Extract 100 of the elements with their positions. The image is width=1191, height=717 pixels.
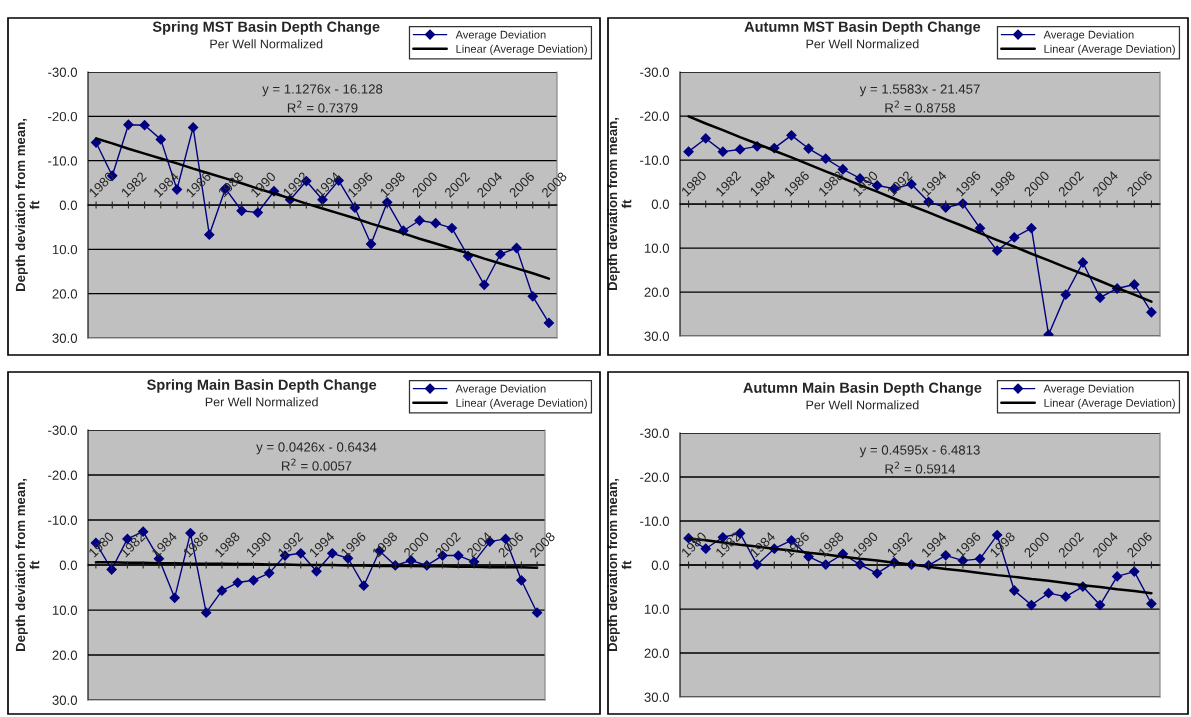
point	[414, 215, 425, 226]
annotation: R$^{2}$ = 0.0057	[282, 458, 352, 471]
annotation: R$^{2}$ = 0.5914	[885, 461, 956, 474]
point	[252, 207, 263, 218]
point	[188, 122, 199, 133]
annotation: y = 0.4595x - 6.4813	[859, 445, 980, 458]
point	[527, 291, 538, 302]
point	[204, 229, 215, 240]
chart-title: Autumn MST Basin Depth Change	[744, 21, 981, 35]
point	[155, 134, 166, 145]
point	[311, 566, 322, 577]
y-axis-title: Depth deviation from mean, ft	[607, 479, 632, 651]
point	[700, 133, 711, 144]
point	[358, 580, 369, 591]
point	[543, 317, 555, 329]
y-tick-label: 10.0	[52, 244, 78, 255]
y-tick-label: 0.0	[59, 200, 78, 210]
y-tick-label: -30.0	[640, 428, 670, 438]
point	[1146, 598, 1157, 609]
legend-label: Linear (Average Deviation)	[456, 398, 587, 410]
y-tick-label: -20.0	[640, 472, 670, 482]
legend-label: Linear (Average Deviation)	[1044, 44, 1175, 56]
point	[1094, 292, 1106, 303]
y-tick-label: 20.0	[52, 650, 78, 660]
point	[479, 279, 490, 290]
point	[1112, 571, 1123, 582]
point	[1129, 566, 1140, 577]
point	[1146, 307, 1157, 318]
y-tick-label: 30.0	[52, 333, 78, 343]
point	[820, 153, 831, 164]
y-tick-label: 10.0	[644, 243, 670, 253]
point	[1060, 591, 1071, 602]
annotation: R$^{2}$ = 0.8758	[885, 100, 956, 113]
y-axis-title: Depth deviation from mean, ft	[15, 119, 40, 291]
y-tick-label: -10.0	[640, 516, 670, 526]
y-tick-label: -10.0	[48, 156, 78, 166]
y-axis-title: Depth deviation from mean, ft	[15, 479, 40, 651]
point	[446, 222, 457, 234]
y-tick-label: -20.0	[48, 111, 78, 122]
point	[820, 559, 831, 570]
y-tick-label: 10.0	[644, 604, 670, 614]
legend-label: Average Deviation	[455, 30, 546, 41]
legend-label: Linear (Average Deviation)	[456, 44, 587, 56]
point	[974, 223, 986, 234]
y-tick-label: -20.0	[48, 470, 78, 480]
point	[1026, 223, 1037, 234]
point	[1026, 599, 1037, 611]
point	[1077, 257, 1088, 268]
y-axis-title: Depth deviation from mean, ft	[607, 118, 632, 290]
point	[248, 575, 259, 586]
point	[1009, 232, 1020, 243]
annotation: y = 1.1276x - 16.128	[262, 84, 383, 97]
point	[957, 198, 968, 209]
y-tick-label: 20.0	[644, 648, 670, 658]
chart-title: Spring MST Basin Depth Change	[152, 21, 380, 35]
legend-label: Average Deviation	[1043, 384, 1134, 395]
point	[1043, 588, 1054, 599]
annotation: R$^{2}$ = 0.7379	[287, 100, 358, 113]
legend-label: Average Deviation	[455, 384, 546, 395]
y-tick-label: -30.0	[48, 67, 78, 77]
y-tick-label: 10.0	[52, 605, 78, 615]
point	[992, 245, 1003, 256]
point	[532, 607, 543, 618]
y-tick-label: 30.0	[644, 331, 670, 341]
y-tick-label: 30.0	[52, 695, 78, 705]
chart-subtitle: Per Well Normalized	[806, 39, 919, 49]
point	[264, 567, 275, 579]
point	[872, 568, 883, 579]
y-tick-label: -10.0	[640, 155, 670, 165]
point	[752, 559, 763, 570]
point	[495, 249, 506, 260]
y-tick-label: 20.0	[52, 289, 78, 299]
point	[169, 592, 180, 603]
legend-label: Linear (Average Deviation)	[1044, 398, 1175, 410]
point	[1009, 585, 1020, 596]
point	[803, 143, 814, 154]
y-tick-label: 30.0	[644, 692, 670, 702]
point	[430, 218, 441, 229]
point	[201, 607, 212, 618]
point	[683, 146, 694, 157]
y-tick-label: 20.0	[644, 287, 670, 297]
point	[216, 585, 228, 596]
point	[1060, 289, 1071, 300]
point	[717, 146, 728, 157]
chart-title: Autumn Main Basin Depth Change	[743, 382, 982, 396]
point	[923, 196, 934, 207]
point	[106, 564, 117, 575]
annotation: y = 1.5583x - 21.457	[859, 84, 980, 97]
y-tick-label: 0.0	[59, 560, 78, 570]
point	[365, 238, 377, 250]
legend-label: Average Deviation	[1043, 30, 1134, 41]
point	[236, 205, 247, 216]
y-tick-label: 0.0	[651, 560, 670, 570]
point	[1129, 279, 1140, 290]
chart-subtitle: Per Well Normalized	[806, 400, 919, 410]
point	[1094, 599, 1106, 611]
y-tick-label: 0.0	[651, 199, 670, 209]
y-tick-label: -30.0	[640, 67, 670, 77]
annotation: y = 0.0426x - 0.6434	[256, 442, 377, 455]
point	[516, 575, 527, 586]
